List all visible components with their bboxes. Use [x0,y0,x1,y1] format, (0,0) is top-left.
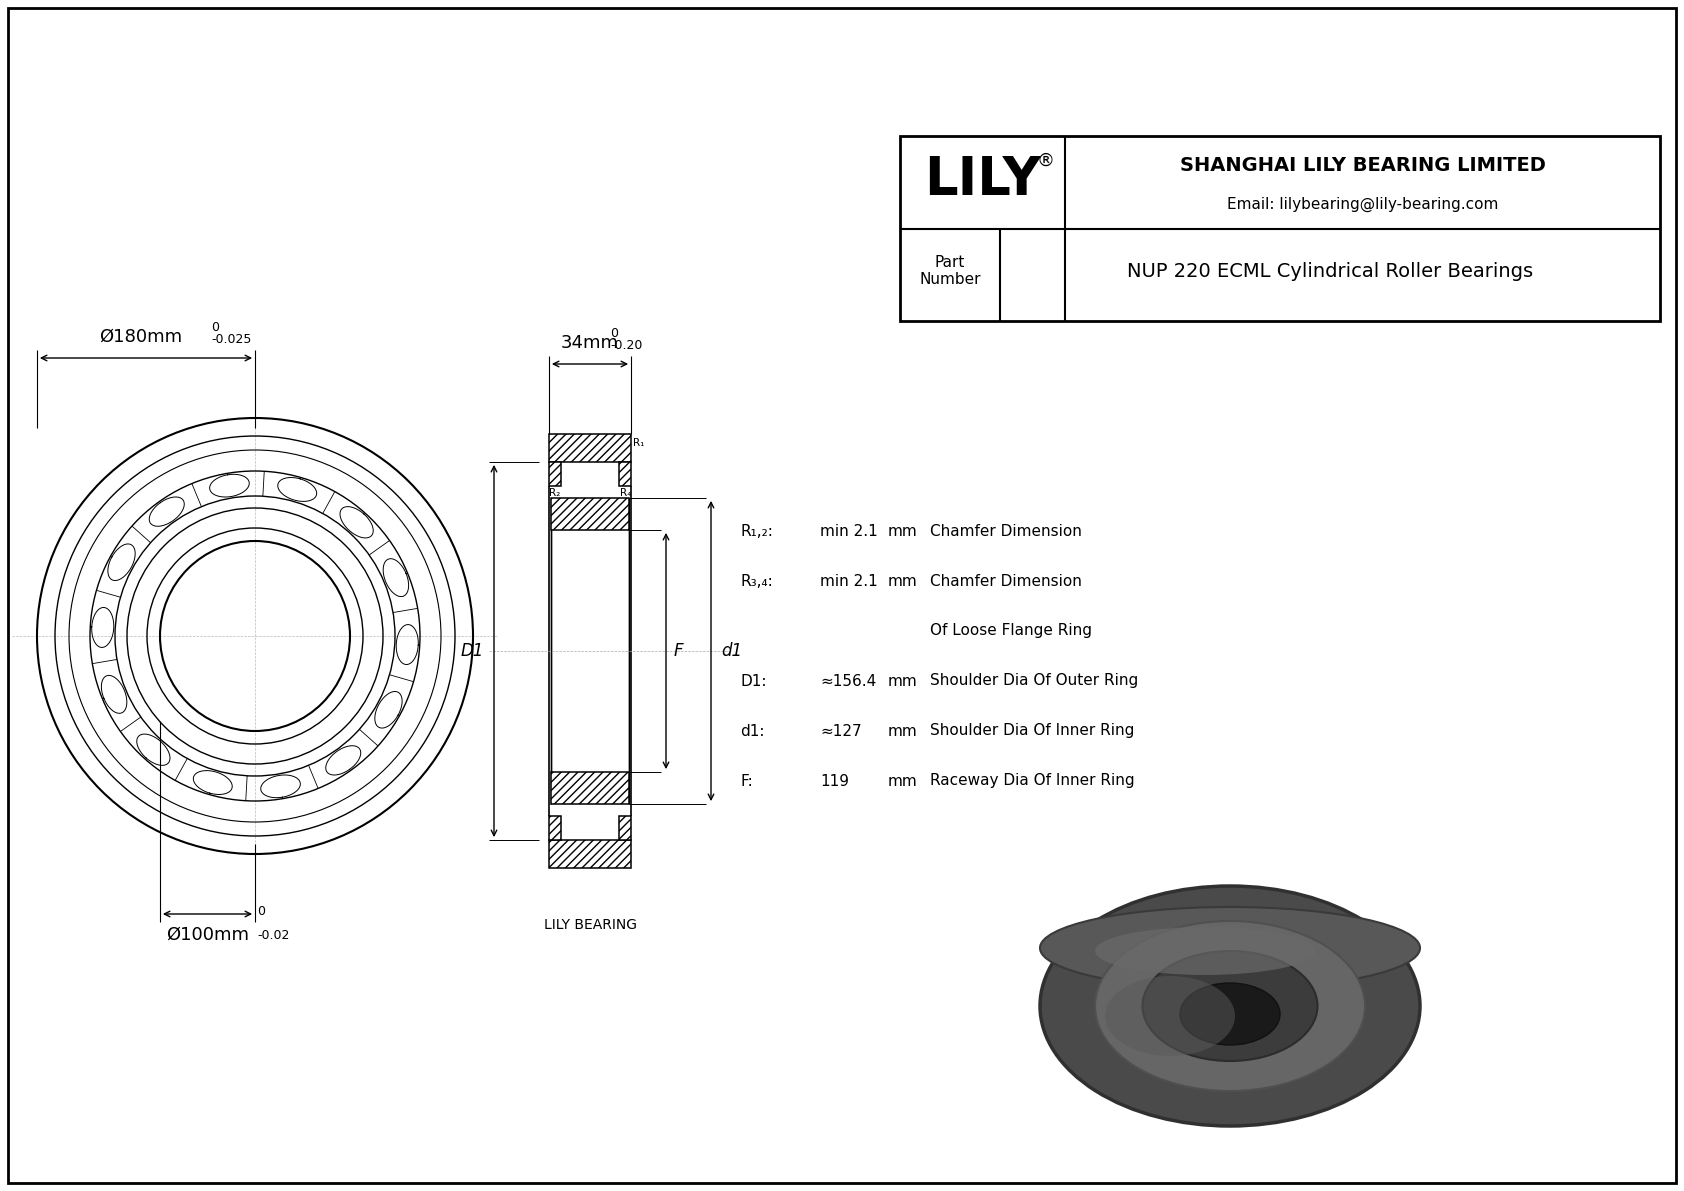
Text: d1: d1 [721,642,743,660]
Bar [620,816,632,840]
Ellipse shape [1041,908,1420,989]
Bar [549,462,561,486]
Text: ≈156.4: ≈156.4 [820,673,876,688]
Ellipse shape [1142,950,1317,1061]
Text: mm: mm [887,773,918,788]
Text: 119: 119 [820,773,849,788]
Text: Raceway Dia Of Inner Ring: Raceway Dia Of Inner Ring [930,773,1135,788]
Text: R₁,₂:: R₁,₂: [739,524,773,538]
Text: mm: mm [887,524,918,538]
Text: LILY: LILY [925,155,1041,206]
Text: 34mm: 34mm [561,333,620,353]
Text: Chamfer Dimension: Chamfer Dimension [930,574,1081,588]
Bar [549,434,632,462]
Bar [549,816,561,840]
Text: LILY BEARING: LILY BEARING [544,918,637,933]
Text: Ø180mm: Ø180mm [99,328,182,347]
Text: Of Loose Flange Ring: Of Loose Flange Ring [930,624,1091,638]
Ellipse shape [1041,886,1420,1125]
Text: R₂: R₂ [576,439,588,450]
Text: mm: mm [887,673,918,688]
Text: R₁: R₁ [549,474,561,484]
Bar [549,434,632,462]
Ellipse shape [1105,975,1234,1056]
Text: min 2.1: min 2.1 [820,574,877,588]
Text: Part
Number: Part Number [919,255,980,287]
Bar [551,498,630,530]
Text: -0.02: -0.02 [258,929,290,942]
Text: NUP 220 ECML Cylindrical Roller Bearings: NUP 220 ECML Cylindrical Roller Bearings [1127,262,1532,281]
Ellipse shape [1180,983,1280,1045]
Bar [551,772,630,804]
Ellipse shape [1095,921,1366,1091]
Bar [620,462,632,486]
Ellipse shape [1095,927,1315,975]
Text: Shoulder Dia Of Inner Ring: Shoulder Dia Of Inner Ring [930,723,1135,738]
Text: R₂: R₂ [549,488,561,498]
Text: Shoulder Dia Of Outer Ring: Shoulder Dia Of Outer Ring [930,673,1138,688]
Text: min 2.1: min 2.1 [820,524,877,538]
Text: Ø100mm: Ø100mm [167,925,249,944]
Text: 0: 0 [258,905,266,918]
Text: R₃,₄:: R₃,₄: [739,574,773,588]
Text: mm: mm [887,574,918,588]
Bar [549,462,561,486]
Text: R₁: R₁ [633,438,645,448]
Text: 0: 0 [610,328,618,339]
Text: ≈127: ≈127 [820,723,862,738]
Text: 0: 0 [210,322,219,333]
Bar [551,772,630,804]
Text: mm: mm [887,723,918,738]
Text: -0.025: -0.025 [210,333,251,347]
Text: D1:: D1: [739,673,766,688]
Bar [620,462,632,486]
Bar [549,840,632,868]
Text: SHANGHAI LILY BEARING LIMITED: SHANGHAI LILY BEARING LIMITED [1179,156,1546,175]
Text: D1: D1 [461,642,483,660]
Bar [899,136,1660,322]
Text: F: F [674,642,684,660]
Text: R₄: R₄ [620,488,632,498]
Text: ®: ® [1036,151,1054,169]
Text: -0.20: -0.20 [610,339,642,353]
Text: R₃: R₃ [620,450,632,460]
Text: d1:: d1: [739,723,765,738]
Text: F:: F: [739,773,753,788]
Bar [549,840,632,868]
Text: Chamfer Dimension: Chamfer Dimension [930,524,1081,538]
Text: Email: lilybearing@lily-bearing.com: Email: lilybearing@lily-bearing.com [1228,197,1499,212]
Bar [549,816,561,840]
Bar [620,816,632,840]
Bar [551,498,630,530]
